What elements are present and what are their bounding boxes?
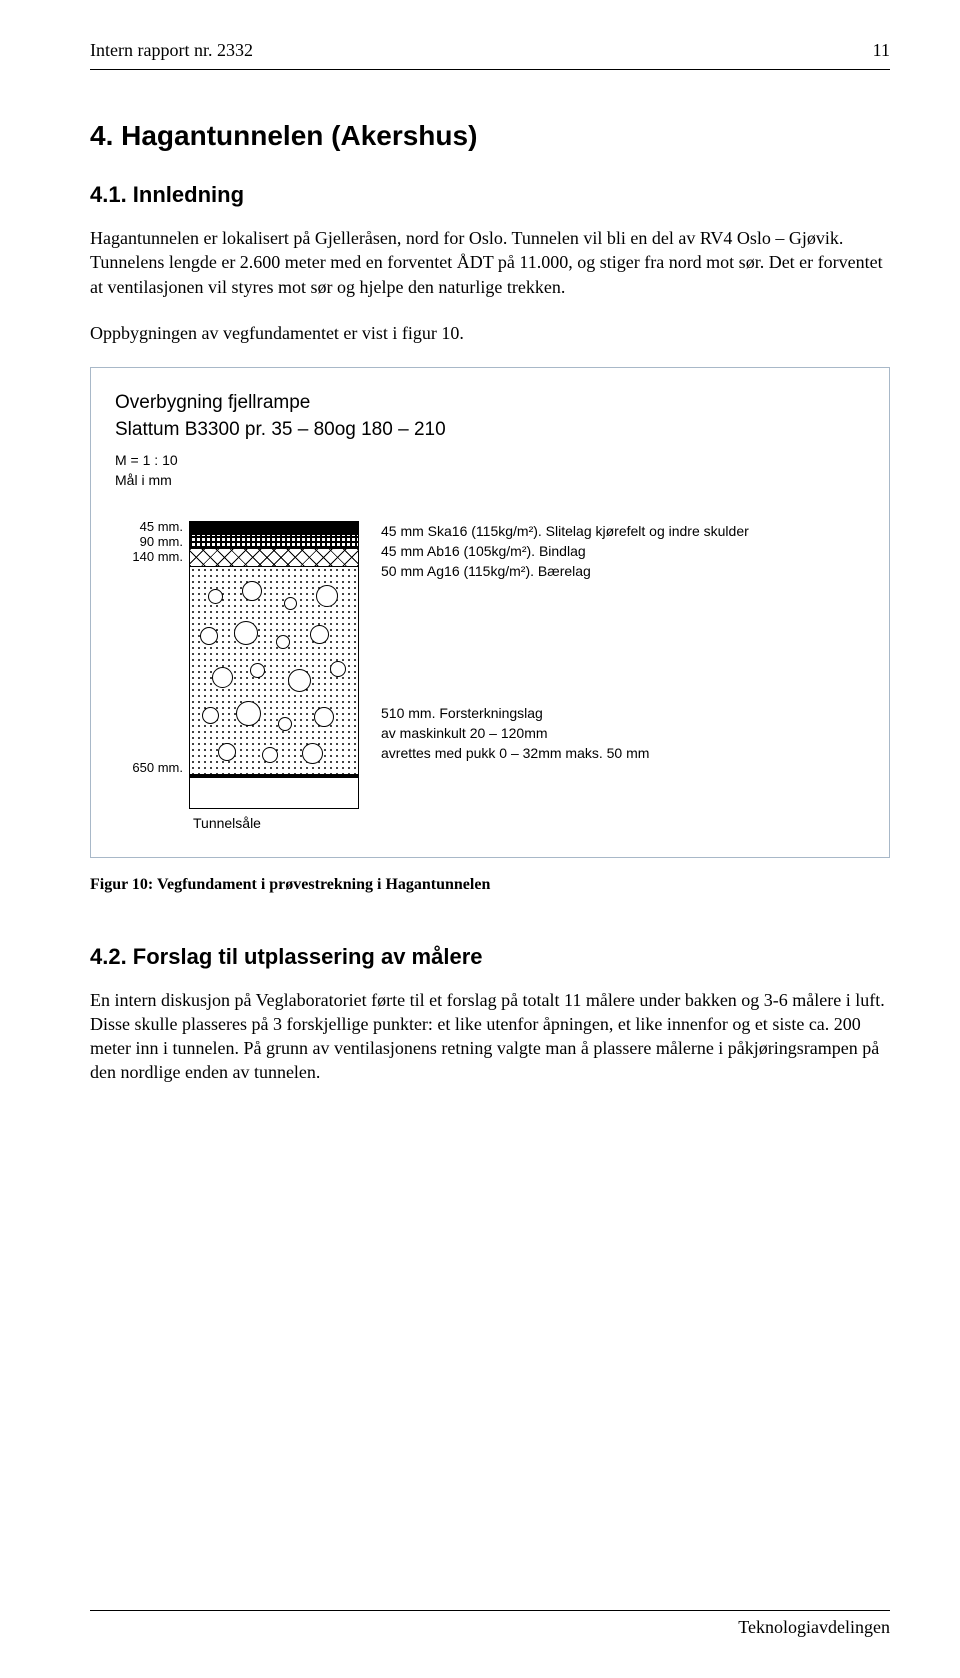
figure-meta-line: Mål i mm [115,472,172,488]
layer-desc: av maskinkult 20 – 120mm [381,723,749,743]
right-labels: 45 mm Ska16 (115kg/m²). Slitelag kjørefe… [359,521,749,764]
paragraph: Oppbygningen av vegfundamentet er vist i… [90,321,890,345]
layer-baerelag [189,549,359,567]
layer-desc: 50 mm Ag16 (115kg/m²). Bærelag [381,561,749,581]
right-mid-block: 510 mm. Forsterkningslag av maskinkult 2… [381,703,749,764]
page-header: Intern rapport nr. 2332 11 [90,40,890,61]
dim-label: 90 mm. [115,534,183,549]
footer-rule [90,1610,890,1611]
layer-desc: avrettes med pukk 0 – 32mm maks. 50 mm [381,743,749,763]
right-top-block: 45 mm Ska16 (115kg/m²). Slitelag kjørefe… [381,521,749,585]
page: Intern rapport nr. 2332 11 4. Hagantunne… [0,0,960,1678]
layer-stack [189,521,359,809]
paragraph: En intern diskusjon på Veglaboratoriet f… [90,988,890,1085]
report-label: Intern rapport nr. 2332 [90,40,253,61]
layer-slitelag [189,521,359,535]
dim-label: 650 mm. [115,760,183,775]
figure-title: Overbygning fjellrampe Slattum B3300 pr.… [115,390,865,443]
figure-meta-line: M = 1 : 10 [115,452,178,468]
figure-box: Overbygning fjellrampe Slattum B3300 pr.… [90,367,890,857]
layer-desc: 45 mm Ska16 (115kg/m²). Slitelag kjørefe… [381,521,749,541]
page-footer: Teknologiavdelingen [90,1610,890,1638]
header-rule [90,69,890,70]
subsection-4-1-title: 4.1. Innledning [90,182,890,208]
figure-meta: M = 1 : 10 Mål i mm [115,451,865,490]
layer-bindlag [189,535,359,549]
sole-label: Tunnelsåle [193,815,865,831]
layer-desc: 510 mm. Forsterkningslag [381,703,749,723]
figure-title-line: Overbygning fjellrampe [115,392,310,413]
page-number: 11 [873,40,890,61]
layer-tunnelsale [189,775,359,809]
subsection-4-2-title: 4.2. Forslag til utplassering av målere [90,944,890,970]
layer-diagram: 45 mm. 90 mm. 140 mm. 650 mm. [115,521,865,809]
section-title: 4. Hagantunnelen (Akershus) [90,120,890,152]
layer-desc: 45 mm Ab16 (105kg/m²). Bindlag [381,541,749,561]
figure-title-line: Slattum B3300 pr. 35 – 80og 180 – 210 [115,419,446,440]
paragraph: Hagantunnelen er lokalisert på Gjellerås… [90,226,890,299]
footer-text: Teknologiavdelingen [90,1617,890,1638]
left-labels: 45 mm. 90 mm. 140 mm. 650 mm. [115,521,189,775]
layer-forsterkning [189,567,359,775]
dim-label: 140 mm. [115,549,183,564]
figure-caption: Figur 10: Vegfundament i prøvestrekning … [90,876,890,894]
dim-label: 45 mm. [115,519,183,534]
